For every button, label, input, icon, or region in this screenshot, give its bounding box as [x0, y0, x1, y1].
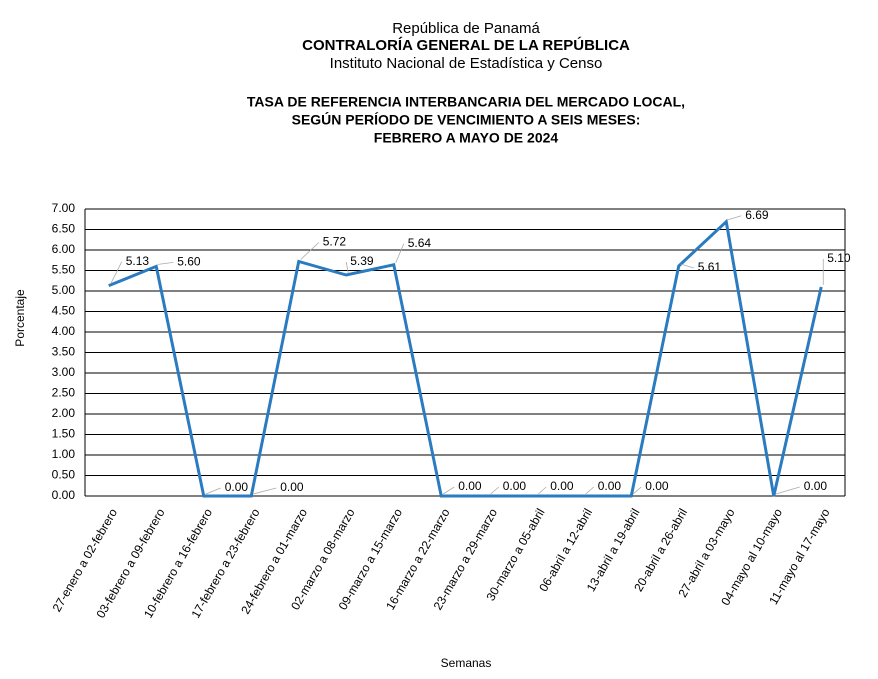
leader-line — [395, 243, 405, 263]
data-label: 0.00 — [598, 479, 622, 493]
data-label: 5.39 — [350, 254, 374, 268]
leader-line — [632, 486, 642, 495]
leader-line — [490, 486, 500, 495]
leader-line — [537, 486, 547, 495]
leader-line — [585, 486, 595, 495]
y-tick-label: 4.50 — [52, 304, 76, 318]
data-label: 5.64 — [408, 236, 432, 250]
leader-line — [205, 487, 221, 495]
header-country: República de Panamá — [392, 20, 540, 37]
data-label: 0.00 — [280, 480, 304, 494]
y-tick-label: 6.50 — [52, 222, 76, 236]
y-tick-label: 2.00 — [52, 406, 76, 420]
data-label: 0.00 — [225, 480, 249, 494]
data-label: 5.61 — [698, 260, 722, 274]
chart-title: FEBRERO A MAYO DE 2024 — [374, 130, 559, 146]
data-label: 0.00 — [458, 479, 482, 493]
leader-line — [345, 261, 349, 274]
y-tick-label: 5.00 — [52, 283, 76, 297]
data-label: 0.00 — [645, 479, 669, 493]
y-tick-label: 0.00 — [52, 488, 76, 502]
y-tick-label: 2.50 — [52, 386, 76, 400]
leader-line — [253, 487, 277, 495]
data-label: 6.69 — [745, 208, 769, 222]
y-tick-label: 0.50 — [52, 468, 76, 482]
chart-title: SEGÚN PERÍODO DE VENCIMIENTO A SEIS MESE… — [292, 111, 641, 128]
y-tick-label: 6.00 — [52, 242, 76, 256]
y-tick-label: 4.00 — [52, 324, 76, 338]
y-tick-label: 1.00 — [52, 447, 76, 461]
data-label: 5.10 — [827, 251, 851, 265]
data-line — [108, 218, 823, 498]
data-label: 5.60 — [177, 255, 201, 269]
header-department: Instituto Nacional de Estadística y Cens… — [330, 55, 603, 72]
leader-line — [443, 486, 455, 495]
data-label: 0.00 — [503, 479, 527, 493]
y-tick-label: 5.50 — [52, 263, 76, 277]
leader-line — [728, 215, 742, 221]
header-institution: CONTRALORÍA GENERAL DE LA REPÚBLICA — [302, 36, 630, 54]
data-label: 5.13 — [126, 254, 150, 268]
y-axis-label: Porcentaje — [13, 289, 27, 347]
leader-line — [110, 261, 123, 284]
data-label: 5.72 — [323, 235, 347, 249]
leader-line — [158, 262, 174, 265]
y-tick-label: 3.00 — [52, 365, 76, 379]
data-label: 0.00 — [804, 479, 828, 493]
y-tick-label: 1.50 — [52, 427, 76, 441]
leader-line — [775, 486, 800, 495]
y-tick-label: 7.00 — [52, 201, 76, 215]
data-label: 0.00 — [550, 479, 574, 493]
leader-line — [680, 263, 694, 269]
y-tick-label: 3.50 — [52, 345, 76, 359]
chart-title: TASA DE REFERENCIA INTERBANCARIA DEL MER… — [247, 94, 685, 110]
leader-line — [300, 242, 320, 260]
x-axis-label: Semanas — [441, 656, 492, 670]
